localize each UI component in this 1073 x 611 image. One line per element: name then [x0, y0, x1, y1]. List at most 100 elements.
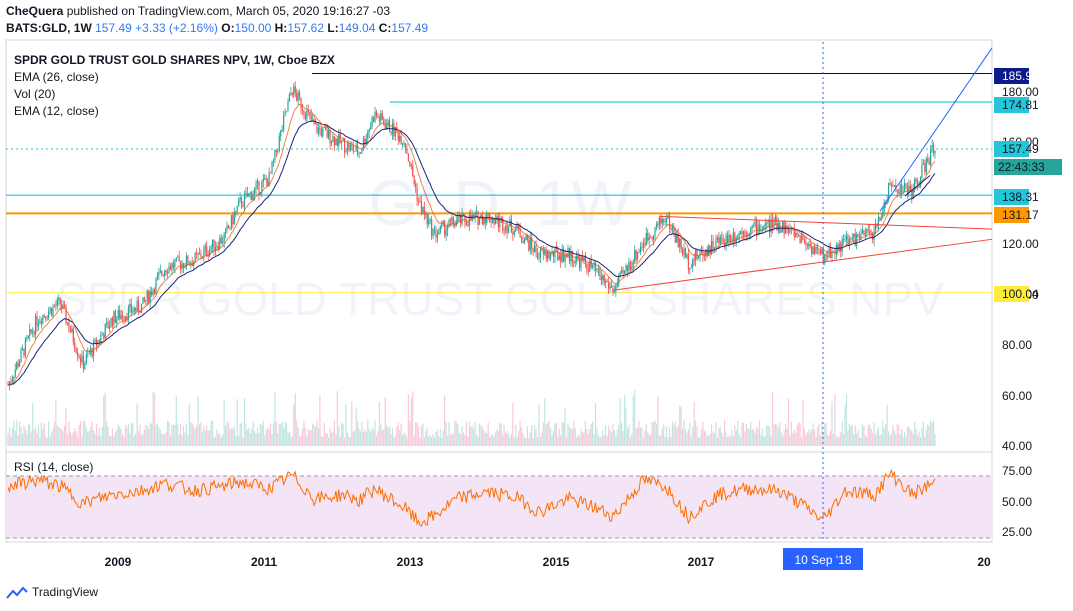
candle-body	[851, 237, 853, 239]
rsi-axis[interactable]: 75.00 50.00 25.00	[1002, 464, 1032, 539]
candle-body	[883, 202, 885, 212]
volume-bar	[429, 435, 431, 446]
candle-body	[338, 134, 340, 146]
volume-bar	[161, 433, 163, 446]
candle-body	[890, 183, 893, 187]
candle-body	[844, 239, 846, 241]
candle-body	[314, 123, 317, 125]
volume-bar	[375, 435, 378, 446]
volume-bar	[863, 425, 865, 446]
volume-bar	[835, 436, 837, 446]
candle-body	[663, 218, 665, 222]
volume-bar	[426, 427, 428, 446]
author-name[interactable]: CheQuera	[6, 4, 64, 18]
candle-body	[336, 138, 338, 146]
candle-body	[388, 120, 391, 132]
volume-bar	[787, 398, 790, 446]
legend-ema26[interactable]: EMA (26, close)	[14, 70, 99, 84]
volume-bar	[425, 430, 427, 446]
volume-bar	[766, 425, 768, 446]
volume-bar	[343, 437, 346, 446]
legend-volume[interactable]: Vol (20)	[14, 87, 55, 101]
volume-bar	[883, 428, 885, 446]
candle-body	[597, 268, 600, 270]
candle-body	[178, 256, 180, 262]
candle-body	[111, 317, 114, 326]
candle-body	[404, 143, 407, 150]
volume-bar	[832, 434, 835, 446]
volume-bar	[19, 421, 21, 446]
candle-body	[114, 311, 116, 323]
candle-body	[487, 213, 489, 215]
volume-bar	[303, 421, 305, 446]
candle-body	[560, 255, 562, 262]
volume-bar	[837, 435, 839, 446]
volume-bar	[848, 423, 851, 446]
candle-body	[232, 214, 234, 225]
candle-body	[303, 111, 305, 115]
candle-body	[346, 143, 349, 152]
candle-body	[841, 239, 843, 252]
trend-line-upper	[659, 215, 993, 230]
volume-bar	[367, 420, 369, 446]
publish-header: CheQuera published on TradingView.com, M…	[6, 3, 390, 19]
candle-body	[457, 217, 459, 222]
candle-body	[364, 138, 366, 145]
candle-body	[607, 282, 610, 289]
candle-body	[335, 138, 337, 146]
volume-bar	[494, 432, 497, 446]
candle-body	[16, 362, 18, 370]
candle-body	[358, 153, 360, 155]
volume-bar	[558, 428, 560, 446]
candle-body	[563, 249, 565, 262]
volume-bar	[117, 424, 119, 446]
candle-body	[622, 269, 624, 274]
candle-body	[122, 315, 124, 319]
tag-level-support	[994, 207, 1029, 223]
volume-bar	[100, 436, 102, 446]
volume-bar	[24, 429, 27, 446]
candle-body	[552, 250, 555, 257]
legend-ema12[interactable]: EMA (12, close)	[14, 104, 99, 118]
volume-bar	[889, 435, 891, 446]
candle-body	[754, 220, 756, 226]
volume-bar	[515, 425, 517, 446]
y-tick-label: 180.00	[1002, 85, 1039, 99]
volume-bar	[800, 437, 803, 446]
price-tags[interactable]: 185.97 174.81 157.49 22:43:33 138.31 131…	[994, 68, 1062, 302]
candle-body	[515, 228, 517, 231]
volume-bar	[719, 426, 721, 446]
volume-bar	[50, 432, 53, 446]
volume-bar	[625, 407, 627, 446]
candle-body	[428, 219, 430, 224]
volume-bar	[576, 437, 578, 446]
volume-bar	[53, 421, 56, 446]
candle-body	[129, 303, 131, 308]
volume-bar	[489, 436, 491, 446]
volume-bar	[610, 432, 613, 446]
volume-bar	[914, 421, 916, 446]
candle-body	[747, 233, 749, 237]
candle-body	[119, 310, 121, 320]
rsi-label[interactable]: RSI (14, close)	[14, 460, 93, 474]
candle-body	[914, 179, 916, 189]
volume-bar	[702, 421, 704, 446]
candle-body	[887, 183, 890, 201]
tradingview-logo[interactable]: TradingView	[6, 584, 98, 600]
candle-body	[822, 248, 824, 264]
y-axis[interactable]: 180.00 160.00 120.00 100.00 80.00 60.00 …	[1002, 85, 1039, 453]
candle-body	[593, 262, 595, 267]
volume-bar	[487, 422, 489, 446]
candle-body	[780, 230, 782, 233]
candle-body	[931, 144, 933, 150]
candle-body	[277, 150, 279, 152]
candle-body	[162, 274, 164, 276]
candle-body	[19, 361, 21, 367]
candle-body	[478, 217, 481, 225]
volume-bar	[330, 432, 333, 446]
volume-bar	[39, 437, 41, 446]
volume-bar	[381, 430, 383, 446]
volume-bar	[114, 432, 116, 446]
candle-body	[153, 289, 156, 293]
